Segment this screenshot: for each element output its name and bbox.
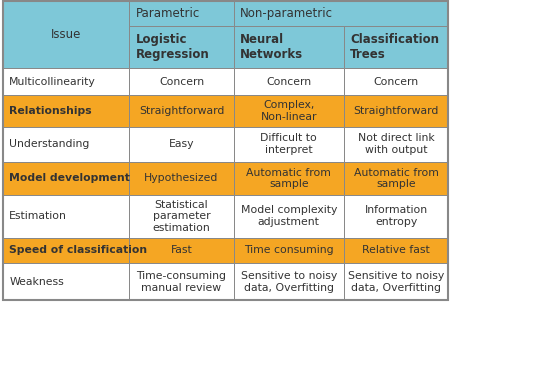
Bar <box>129 95 234 127</box>
Bar <box>344 263 448 300</box>
Text: Weakness: Weakness <box>9 277 64 287</box>
Bar <box>129 68 234 95</box>
Text: Easy: Easy <box>169 139 194 149</box>
Text: Concern: Concern <box>373 77 419 87</box>
Bar <box>129 238 234 263</box>
Bar <box>3 263 129 300</box>
Bar <box>3 127 129 162</box>
Text: Parametric: Parametric <box>136 7 200 20</box>
Text: Time-consuming
manual review: Time-consuming manual review <box>136 271 227 293</box>
Text: Concern: Concern <box>159 77 204 87</box>
Text: Sensitive to noisy
data, Overfitting: Sensitive to noisy data, Overfitting <box>241 271 337 293</box>
Text: Estimation: Estimation <box>9 211 67 221</box>
Text: Issue: Issue <box>51 28 81 41</box>
Bar <box>234 1 448 26</box>
Text: Automatic from
sample: Automatic from sample <box>246 168 331 189</box>
Text: Relative fast: Relative fast <box>362 245 430 256</box>
Text: Sensitive to noisy
data, Overfitting: Sensitive to noisy data, Overfitting <box>348 271 444 293</box>
Text: Automatic from
sample: Automatic from sample <box>354 168 438 189</box>
Text: Complex,
Non-linear: Complex, Non-linear <box>261 100 317 122</box>
Bar <box>3 238 129 263</box>
Text: Concern: Concern <box>266 77 311 87</box>
Bar <box>129 127 234 162</box>
Bar <box>129 263 234 300</box>
Text: Information
entropy: Information entropy <box>365 205 427 227</box>
Bar <box>3 1 129 68</box>
Text: Time consuming: Time consuming <box>244 245 333 256</box>
Text: Classification
Trees: Classification Trees <box>350 33 439 61</box>
Text: Multicollinearity: Multicollinearity <box>9 77 96 87</box>
Text: Hypothesized: Hypothesized <box>144 173 219 184</box>
Bar <box>129 1 234 26</box>
Text: Speed of classification: Speed of classification <box>9 245 147 256</box>
Text: Fast: Fast <box>170 245 192 256</box>
Text: Straightforward: Straightforward <box>353 106 439 116</box>
Text: Neural
Networks: Neural Networks <box>240 33 304 61</box>
Text: Non-parametric: Non-parametric <box>240 7 333 20</box>
Bar <box>234 162 344 195</box>
Text: Not direct link
with output: Not direct link with output <box>358 133 434 155</box>
Bar <box>344 162 448 195</box>
Bar <box>234 68 344 95</box>
Bar <box>344 26 448 68</box>
Bar <box>3 68 129 95</box>
Bar <box>3 162 129 195</box>
Bar <box>344 127 448 162</box>
Text: Model development: Model development <box>9 173 130 184</box>
Bar <box>234 195 344 238</box>
Text: Statistical
parameter
estimation: Statistical parameter estimation <box>152 200 210 233</box>
Text: Straightforward: Straightforward <box>139 106 224 116</box>
Text: Logistic
Regression: Logistic Regression <box>136 33 210 61</box>
Text: Model complexity
adjustment: Model complexity adjustment <box>240 205 337 227</box>
Text: Relationships: Relationships <box>9 106 92 116</box>
Bar <box>3 95 129 127</box>
Text: Difficult to
interpret: Difficult to interpret <box>260 133 317 155</box>
Bar <box>129 26 234 68</box>
Bar <box>234 263 344 300</box>
Bar <box>344 238 448 263</box>
Bar <box>129 162 234 195</box>
Bar <box>234 238 344 263</box>
Bar <box>129 195 234 238</box>
Bar <box>234 26 344 68</box>
Bar <box>344 95 448 127</box>
Text: Understanding: Understanding <box>9 139 90 149</box>
Bar <box>344 195 448 238</box>
Bar <box>344 68 448 95</box>
Bar <box>3 195 129 238</box>
Bar <box>3 1 448 300</box>
Bar <box>234 95 344 127</box>
Bar <box>234 127 344 162</box>
